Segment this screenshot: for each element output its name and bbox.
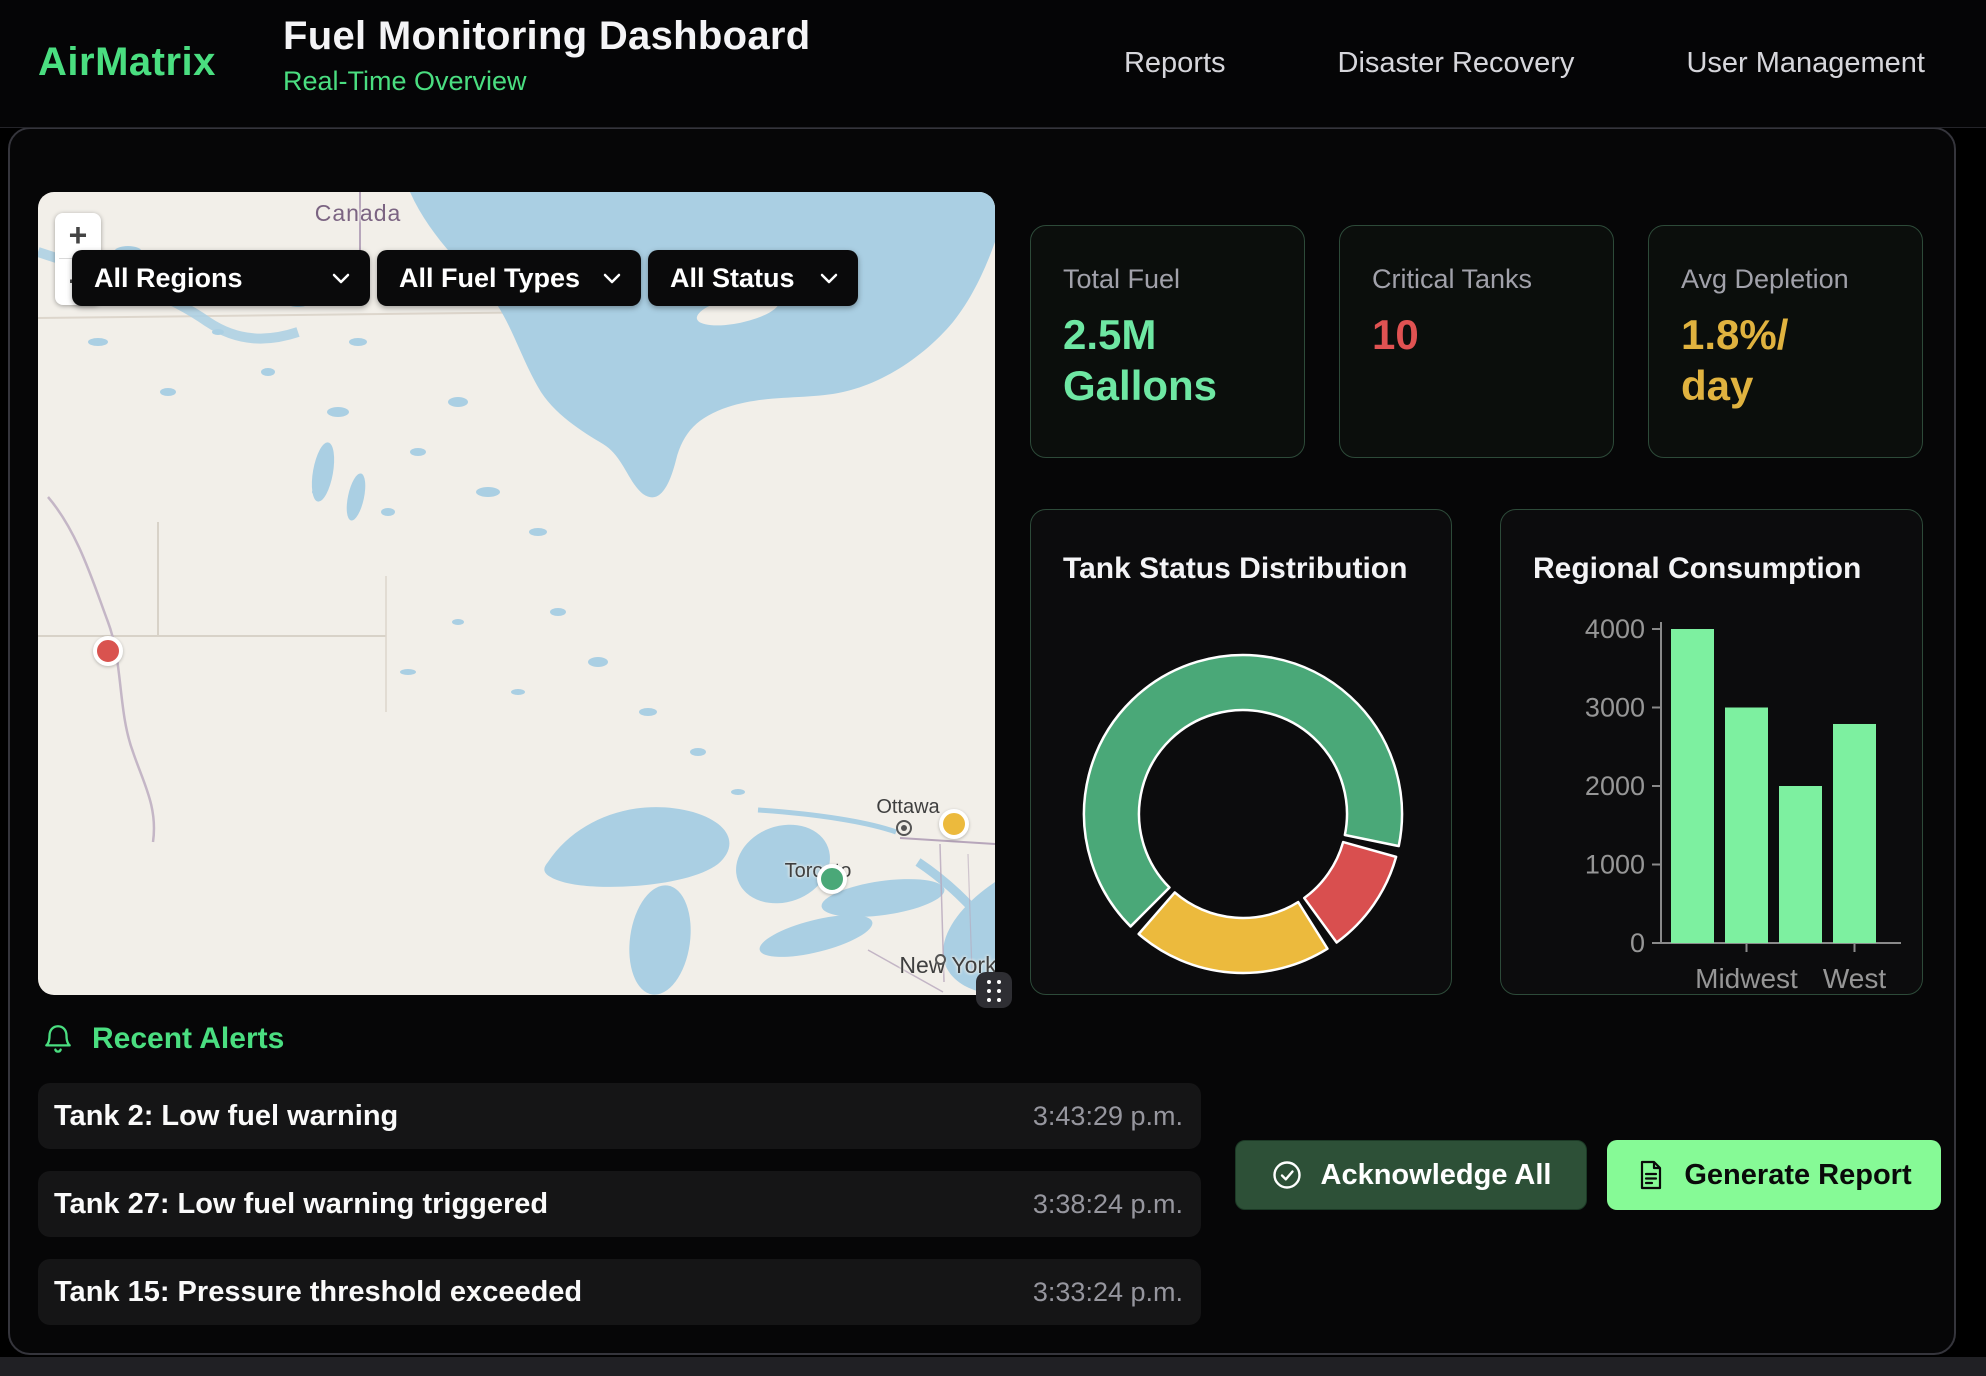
kpi-value: 10 [1372,309,1581,360]
kpi-label: Avg Depletion [1681,264,1890,295]
svg-text:1000: 1000 [1585,850,1645,880]
alerts-heading-label: Recent Alerts [92,1022,284,1056]
tank-marker-critical[interactable] [93,636,123,666]
fuel-type-filter-value: All Fuel Types [399,263,580,294]
chevron-down-icon [603,273,621,284]
tank-status-donut-chart[interactable] [1031,510,1453,996]
generate-report-label: Generate Report [1684,1159,1911,1192]
bell-icon [42,1022,74,1056]
map-filter-bar: All Regions All Fuel Types All Status [72,250,858,306]
alert-message: Tank 15: Pressure threshold exceeded [54,1276,582,1309]
app-header: AirMatrix Fuel Monitoring Dashboard Real… [0,0,1986,128]
kpi-value: 1.8%/day [1681,309,1799,411]
kpi-label: Total Fuel [1063,264,1272,295]
region-filter-value: All Regions [94,263,243,294]
regional-consumption-card: Regional Consumption 01000200030004000Mi… [1500,509,1923,995]
acknowledge-all-label: Acknowledge All [1321,1159,1552,1192]
regional-consumption-bar-chart[interactable]: 0 1000 2000 3000 4000 Midwest West [1501,510,1924,996]
tank-marker-normal[interactable] [817,864,847,894]
alert-row[interactable]: Tank 27: Low fuel warning triggered 3:38… [38,1171,1201,1237]
tank-status-card: Tank Status Distribution [1030,509,1452,995]
fuel-type-filter-select[interactable]: All Fuel Types [377,250,641,306]
status-filter-select[interactable]: All Status [648,250,858,306]
tank-marker-warning[interactable] [939,809,969,839]
page-title: Fuel Monitoring Dashboard [283,14,810,59]
kpi-value: 2.5M Gallons [1063,309,1272,411]
chevron-down-icon [332,273,350,284]
svg-text:3000: 3000 [1585,693,1645,723]
brand-logo: AirMatrix [38,40,216,85]
fuel-map[interactable]: Canada Toronto Ottawa New York + − All R… [38,192,995,995]
nav-disaster-recovery[interactable]: Disaster Recovery [1338,47,1575,80]
nav-user-management[interactable]: User Management [1686,47,1925,80]
alert-message: Tank 2: Low fuel warning [54,1100,398,1133]
svg-text:West: West [1823,963,1886,994]
nav-reports[interactable]: Reports [1124,47,1226,80]
svg-text:0: 0 [1630,928,1645,958]
alerts-heading: Recent Alerts [42,1022,284,1056]
title-block: Fuel Monitoring Dashboard Real-Time Over… [283,14,810,97]
alert-time: 3:33:24 p.m. [1033,1277,1183,1308]
region-filter-select[interactable]: All Regions [72,250,370,306]
alert-row[interactable]: Tank 15: Pressure threshold exceeded 3:3… [38,1259,1201,1325]
svg-text:Midwest: Midwest [1695,963,1798,994]
check-circle-icon [1271,1159,1303,1191]
status-filter-value: All Status [670,263,795,294]
alert-time: 3:38:24 p.m. [1033,1189,1183,1220]
kpi-critical-tanks: Critical Tanks 10 [1339,225,1614,458]
kpi-avg-depletion: Avg Depletion 1.8%/day [1648,225,1923,458]
chevron-down-icon [820,273,838,284]
kpi-row: Total Fuel 2.5M Gallons Critical Tanks 1… [1030,225,1923,458]
page-subtitle: Real-Time Overview [283,66,810,97]
map-resize-handle-icon[interactable] [976,972,1012,1008]
acknowledge-all-button[interactable]: Acknowledge All [1235,1140,1587,1210]
svg-text:2000: 2000 [1585,771,1645,801]
kpi-label: Critical Tanks [1372,264,1581,295]
alert-row[interactable]: Tank 2: Low fuel warning 3:43:29 p.m. [38,1083,1201,1149]
dashboard-root: AirMatrix Fuel Monitoring Dashboard Real… [0,0,1986,1376]
svg-text:4000: 4000 [1585,614,1645,644]
top-nav: Reports Disaster Recovery User Managemen… [1124,0,1925,127]
report-document-icon [1636,1159,1666,1191]
alert-message: Tank 27: Low fuel warning triggered [54,1188,548,1221]
generate-report-button[interactable]: Generate Report [1607,1140,1941,1210]
map-canvas [38,192,995,995]
alert-time: 3:43:29 p.m. [1033,1101,1183,1132]
horizontal-scrollbar[interactable] [0,1357,1986,1376]
kpi-total-fuel: Total Fuel 2.5M Gallons [1030,225,1305,458]
